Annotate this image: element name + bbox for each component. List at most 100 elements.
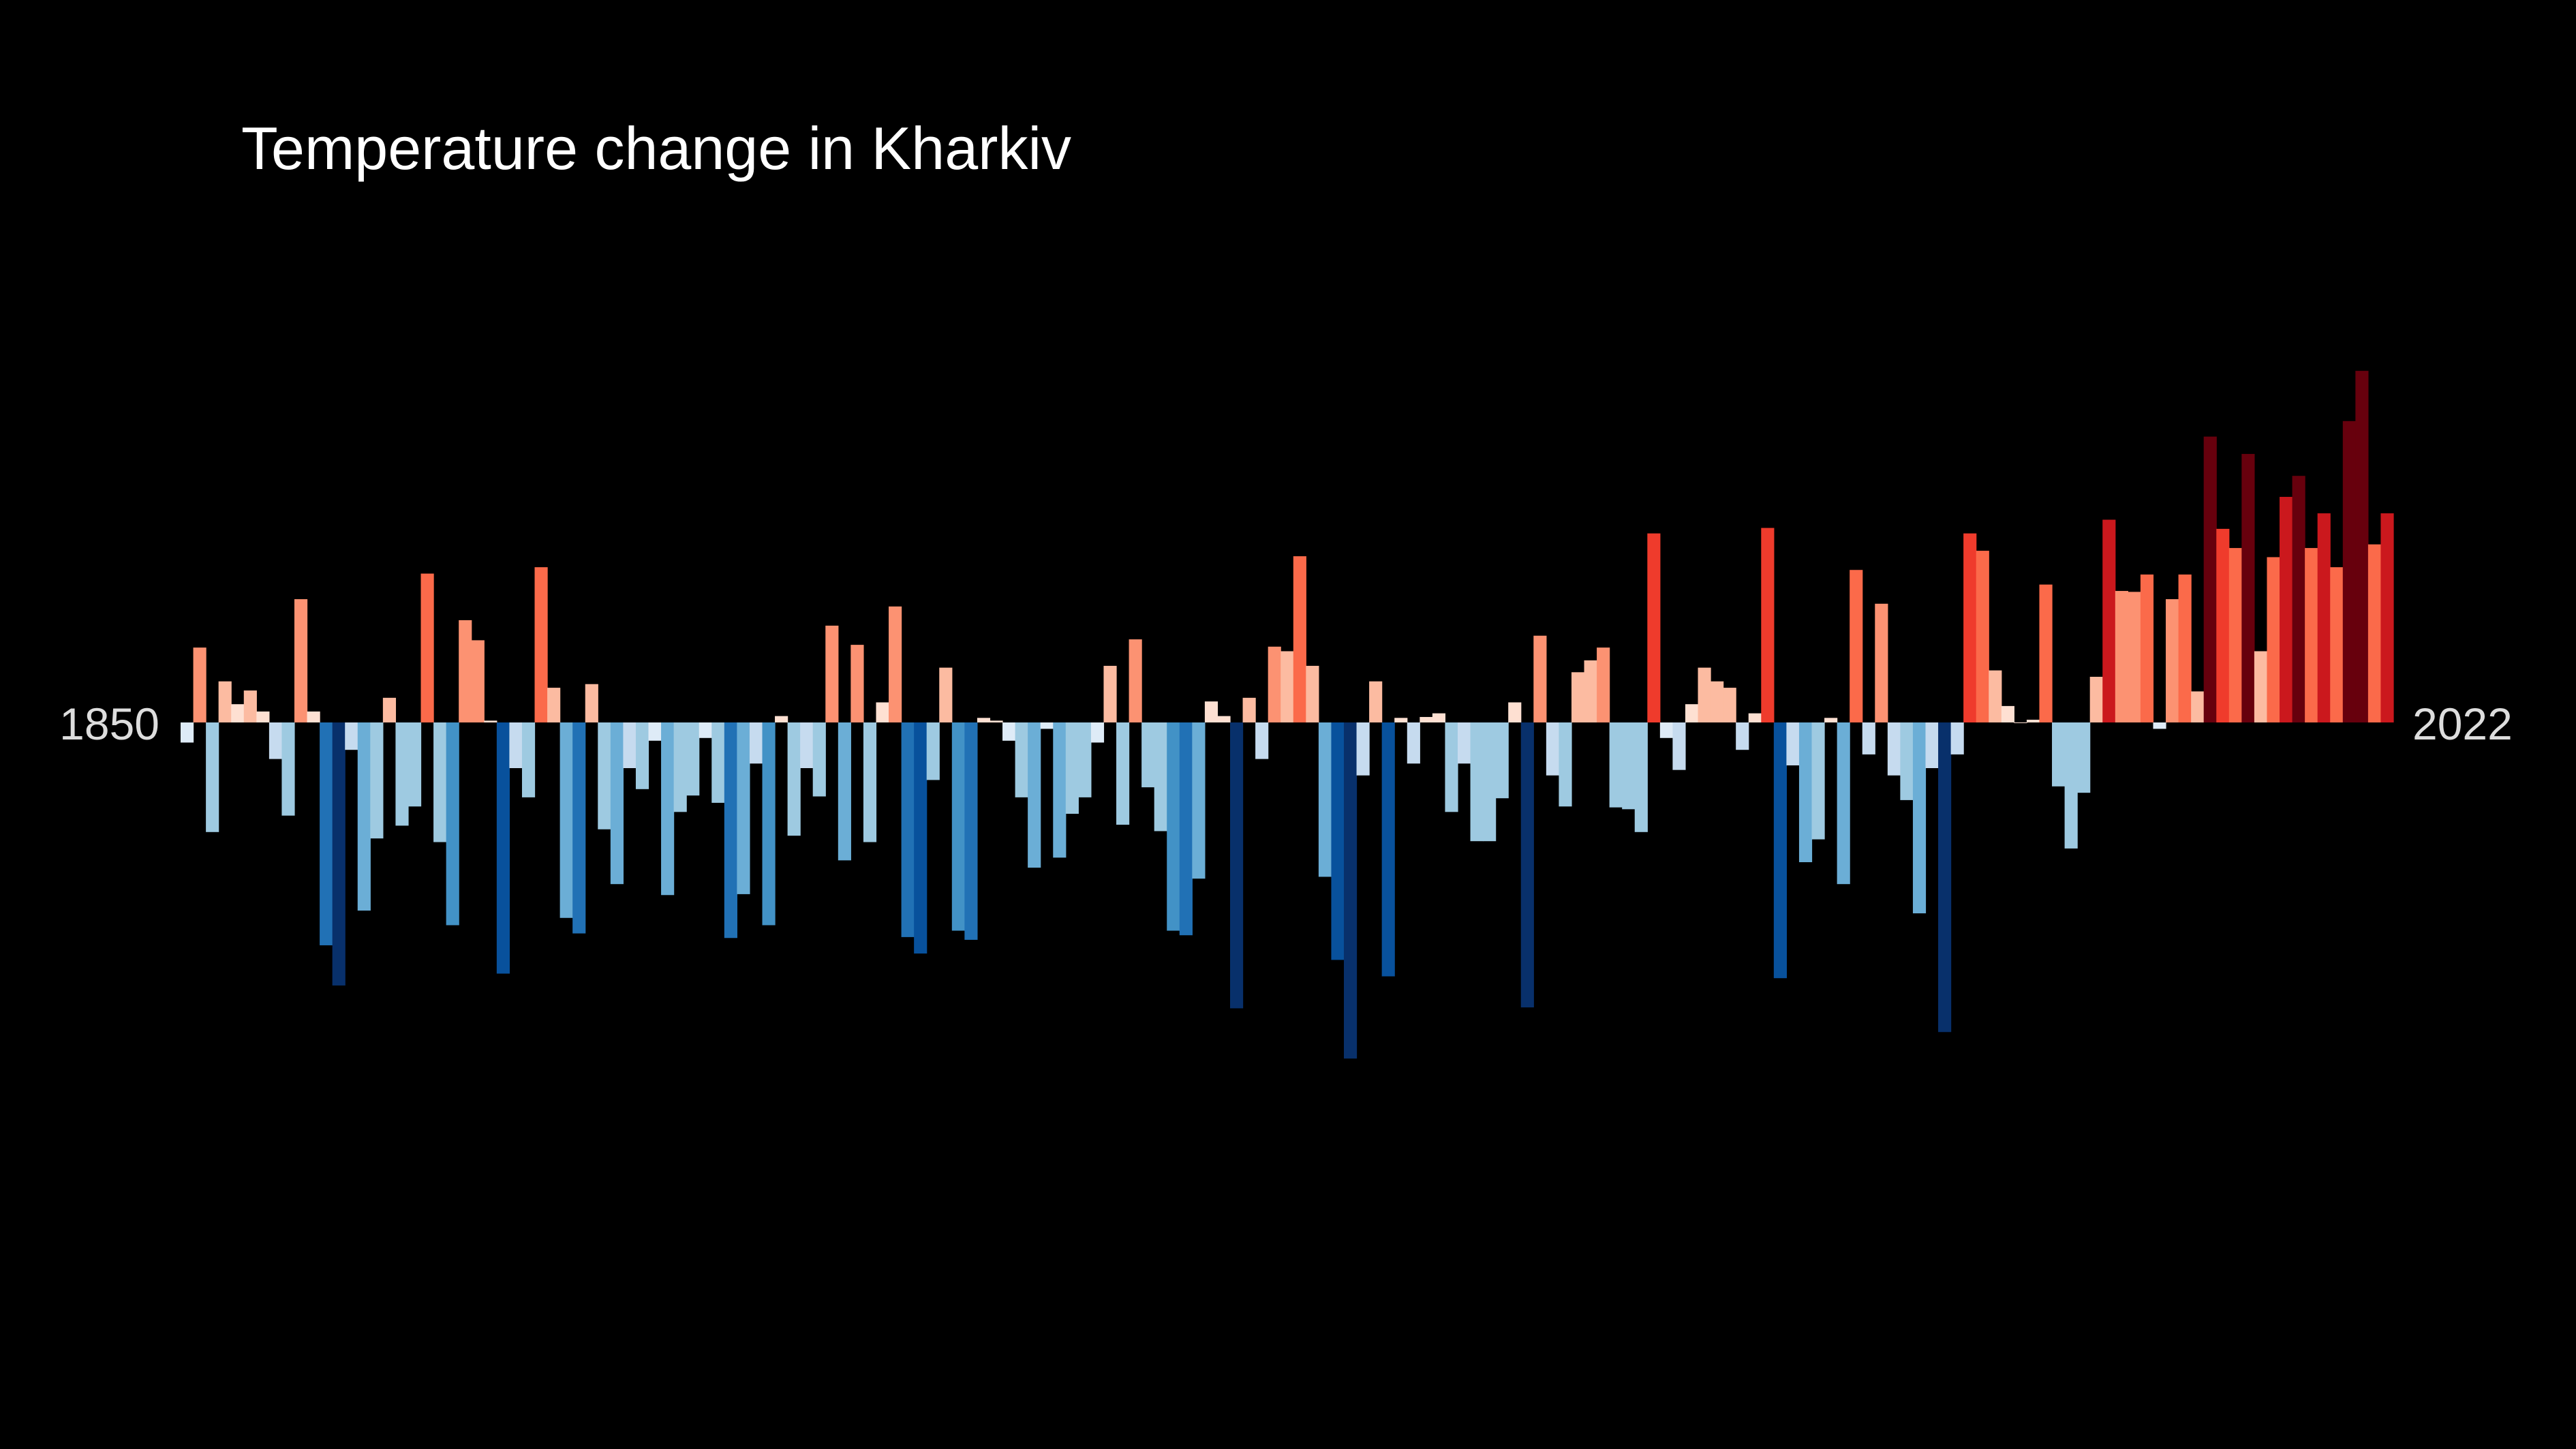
bar-1953 [1483,722,1497,842]
bar-1885 [623,722,637,768]
bar-1993 [1989,670,2002,722]
chart-title: Temperature change in Kharkiv [241,115,1071,182]
bar-1946 [1394,718,1408,722]
bar-1985 [1887,722,1901,776]
bar-1943 [1356,722,1370,776]
bar-2000 [2077,722,2091,793]
bar-1901 [825,625,839,722]
bar-1944 [1369,681,1383,722]
bar-1878 [534,567,548,722]
bar-1984 [1875,603,1888,722]
bar-1886 [635,722,649,789]
bar-2022 [2355,371,2369,722]
bar-1910 [939,667,953,722]
bar-1969 [1685,704,1699,722]
bar-1934 [1242,697,1256,722]
bar-1877 [521,722,536,797]
bar-2013 [2241,454,2255,722]
bar-1956 [1520,722,1534,1008]
bar-1891 [699,722,712,738]
bar-1879 [547,688,561,722]
start-year-label: 1850 [59,699,159,749]
bar-1880 [559,722,573,918]
bar-2006 [2153,722,2166,729]
bar-1949 [1432,713,1446,722]
bar-1883 [598,722,611,829]
bar-1979 [1811,722,1825,840]
bar-1968 [1672,722,1686,770]
bar-1911 [951,722,965,931]
bar-1989 [1938,722,1952,1033]
bar-1941 [1331,722,1345,960]
bar-1884 [610,722,624,885]
bar-1942 [1343,722,1358,1059]
bar-1860 [307,711,320,722]
bar-2011 [2216,528,2230,722]
bar-2008 [2178,574,2192,722]
bar-1912 [964,722,978,940]
bar-1935 [1255,722,1269,759]
bar-1866 [382,697,397,722]
bar-1999 [2064,722,2078,849]
bar-1913 [977,718,991,722]
bar-1898 [787,722,801,836]
bar-1902 [838,722,851,861]
bar-1924 [1116,722,1130,825]
bar-1858 [281,722,295,816]
bar-2002 [2102,519,2116,722]
bar-1904 [863,722,877,842]
bar-1850 [181,722,194,743]
bar-1921 [1078,722,1092,797]
bar-1900 [812,722,826,797]
bar-1976 [1773,722,1787,979]
bar-1861 [320,722,333,945]
bar-1975 [1761,528,1775,722]
bar-2005 [2140,574,2154,722]
bar-1922 [1090,722,1105,743]
bar-1888 [661,722,675,896]
bar-1895 [749,722,763,764]
bar-2012 [2228,548,2242,722]
bar-1957 [1533,635,1547,722]
bar-series [181,371,2394,1059]
bar-1875 [496,722,510,974]
bar-1948 [1420,716,1433,722]
bar-1870 [433,722,447,842]
bar-1862 [332,722,346,986]
bar-1914 [990,720,1003,722]
bar-1940 [1318,722,1332,877]
bar-1937 [1281,651,1294,722]
bar-1915 [1002,722,1016,741]
bar-2007 [2166,599,2179,722]
bar-1959 [1559,722,1572,807]
bar-1954 [1495,722,1509,799]
bar-1997 [2039,584,2053,722]
bar-1856 [256,711,270,722]
bar-2015 [2267,557,2280,722]
bar-1933 [1230,722,1244,1009]
bar-1859 [294,599,308,722]
bar-1896 [762,722,776,926]
bar-1863 [345,722,358,750]
bar-1972 [1723,688,1736,722]
bar-1977 [1786,722,1800,765]
bar-1889 [673,722,687,812]
bar-1958 [1546,722,1560,776]
bar-1928 [1167,722,1180,931]
bar-1950 [1445,722,1458,812]
bar-1926 [1141,722,1155,788]
bar-1936 [1268,646,1281,722]
bar-1974 [1748,713,1762,722]
bar-1917 [1028,722,1041,868]
bar-2020 [2330,567,2344,722]
bar-1982 [1850,570,1863,722]
bar-1894 [737,722,750,894]
bar-1854 [231,704,245,722]
bar-1908 [914,722,927,954]
bar-1939 [1306,665,1319,722]
bar-2009 [2191,691,2205,722]
bar-2019 [2317,513,2331,722]
bar-1882 [585,684,598,722]
